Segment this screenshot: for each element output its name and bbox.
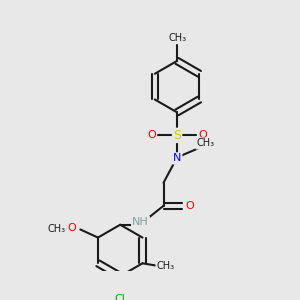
Text: S: S	[173, 129, 181, 142]
Text: CH₃: CH₃	[156, 261, 175, 271]
Text: O: O	[68, 223, 76, 233]
Text: CH₃: CH₃	[48, 224, 66, 235]
Text: CH₃: CH₃	[196, 139, 214, 148]
Text: NH: NH	[132, 217, 149, 227]
Text: N: N	[173, 153, 181, 164]
Text: O: O	[147, 130, 156, 140]
Text: O: O	[185, 201, 194, 211]
Text: CH₃: CH₃	[168, 33, 186, 43]
Text: Cl: Cl	[115, 294, 126, 300]
Text: O: O	[198, 130, 207, 140]
